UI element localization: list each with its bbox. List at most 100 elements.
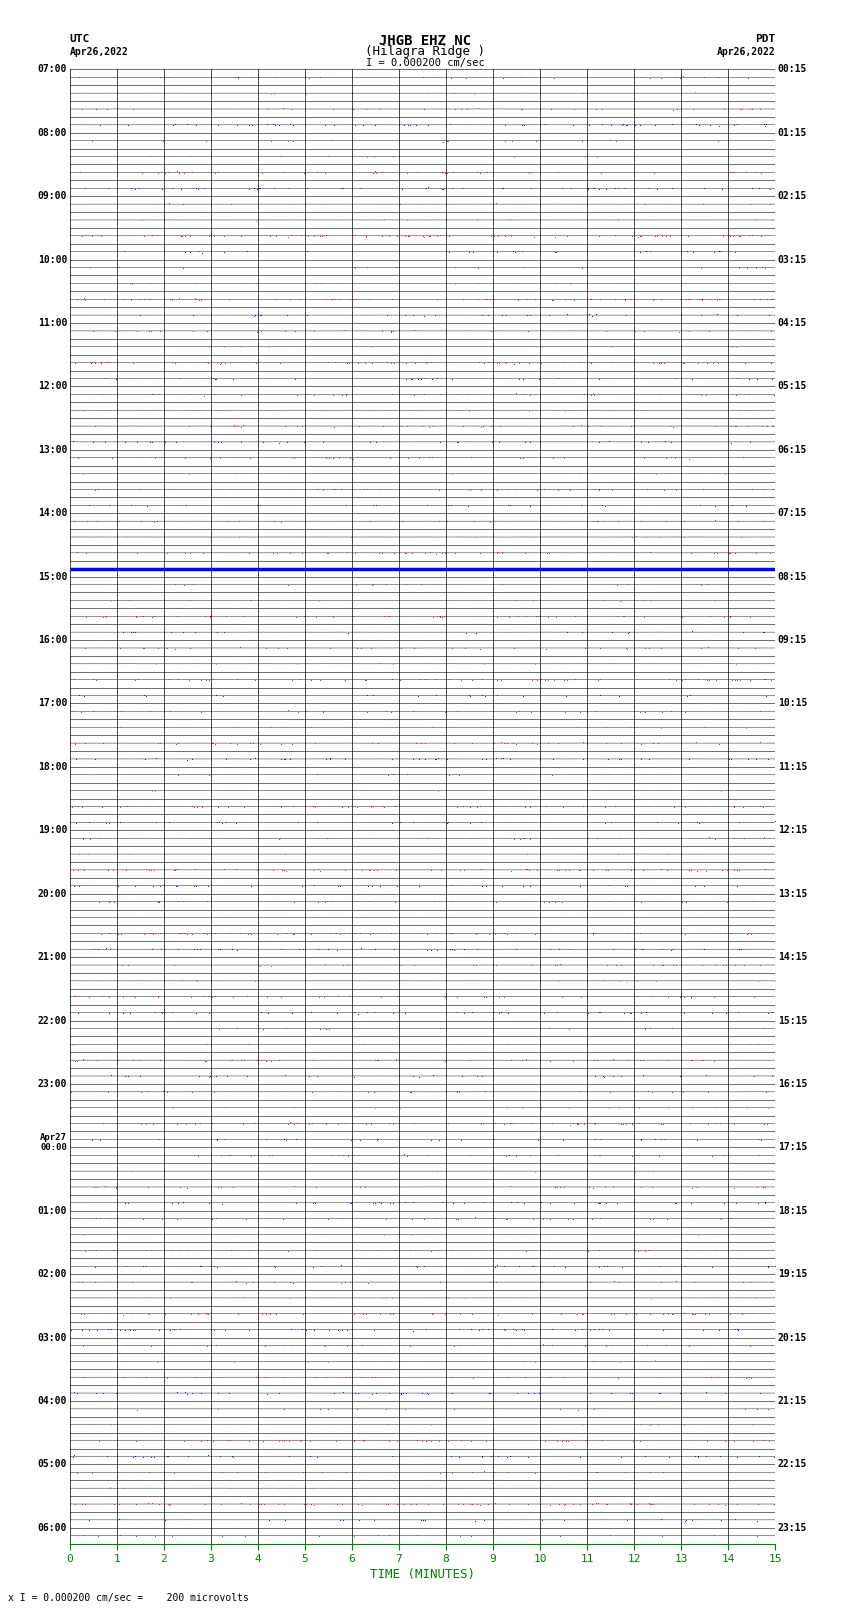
Point: [218, 350, 232, 376]
Point: [388, 1237, 401, 1263]
Point: [109, 1174, 122, 1200]
Point: [173, 1174, 187, 1200]
Point: [389, 255, 403, 281]
Point: [525, 666, 539, 692]
Point: [203, 413, 217, 439]
Point: [375, 1190, 388, 1216]
Point: [440, 810, 454, 836]
Point: [496, 65, 510, 90]
Point: [207, 1316, 221, 1342]
Point: [278, 413, 292, 439]
Point: [490, 477, 503, 503]
Point: [598, 492, 612, 518]
Point: [645, 1079, 659, 1105]
Point: [473, 1492, 487, 1518]
Point: [365, 873, 378, 898]
Point: [580, 1253, 593, 1279]
Point: [757, 619, 771, 645]
Point: [592, 998, 606, 1024]
Point: [592, 1316, 605, 1342]
Point: [666, 1079, 679, 1105]
Point: [303, 1428, 316, 1453]
Point: [665, 444, 678, 469]
Point: [281, 224, 295, 250]
Point: [621, 619, 635, 645]
Point: [761, 1253, 774, 1279]
Point: [509, 587, 523, 613]
Point: [675, 668, 688, 694]
Point: [767, 287, 780, 313]
Point: [252, 65, 266, 90]
Point: [467, 1365, 480, 1390]
Point: [609, 952, 623, 977]
Point: [397, 1332, 411, 1358]
Point: [652, 524, 666, 550]
Point: [543, 936, 557, 961]
Point: [259, 1365, 273, 1390]
Point: [237, 603, 251, 629]
Point: [570, 1302, 583, 1327]
Point: [543, 1207, 557, 1232]
Point: [707, 1048, 721, 1074]
Point: [700, 571, 714, 597]
Point: [494, 729, 507, 755]
Point: [399, 302, 412, 327]
Point: [189, 1000, 202, 1026]
Point: [230, 1460, 244, 1486]
Point: [587, 921, 601, 947]
Point: [269, 286, 282, 311]
Point: [455, 1127, 468, 1153]
Point: [393, 810, 406, 836]
Point: [271, 636, 285, 661]
Point: [166, 1523, 179, 1548]
Point: [129, 603, 143, 629]
Point: [692, 1444, 706, 1469]
Point: [607, 1268, 620, 1294]
Point: [183, 223, 196, 248]
Point: [581, 176, 595, 202]
Point: [612, 176, 626, 202]
Point: [368, 936, 382, 961]
Point: [394, 1381, 407, 1407]
Point: [174, 176, 188, 202]
Point: [714, 239, 728, 265]
Point: [230, 1268, 243, 1294]
Point: [763, 192, 777, 218]
Point: [618, 287, 632, 313]
Point: [518, 540, 532, 566]
Point: [628, 937, 642, 963]
Point: [366, 1190, 380, 1216]
Point: [518, 429, 531, 455]
Point: [171, 936, 184, 961]
Point: [637, 318, 650, 344]
Point: [327, 476, 341, 502]
Point: [267, 1269, 280, 1295]
Point: [602, 1095, 615, 1121]
Point: [400, 1381, 413, 1407]
Point: [445, 1442, 458, 1468]
Point: [269, 1302, 283, 1327]
Point: [168, 111, 182, 137]
Point: [479, 556, 492, 582]
Point: [223, 476, 236, 502]
Point: [298, 984, 312, 1010]
Point: [594, 160, 608, 185]
Point: [403, 1237, 416, 1263]
Text: 12:00: 12:00: [37, 381, 67, 392]
Point: [89, 1205, 103, 1231]
Point: [643, 1490, 656, 1516]
Point: [717, 603, 731, 629]
Point: [215, 1190, 229, 1216]
Point: [466, 1332, 479, 1358]
Point: [214, 1174, 228, 1200]
Point: [244, 587, 258, 613]
Point: [207, 1253, 220, 1279]
Point: [151, 794, 165, 819]
Point: [364, 334, 377, 360]
Point: [346, 221, 360, 247]
Point: [134, 1111, 148, 1137]
Point: [600, 952, 614, 977]
Point: [474, 1111, 488, 1137]
Point: [142, 318, 156, 344]
Point: [647, 731, 660, 756]
